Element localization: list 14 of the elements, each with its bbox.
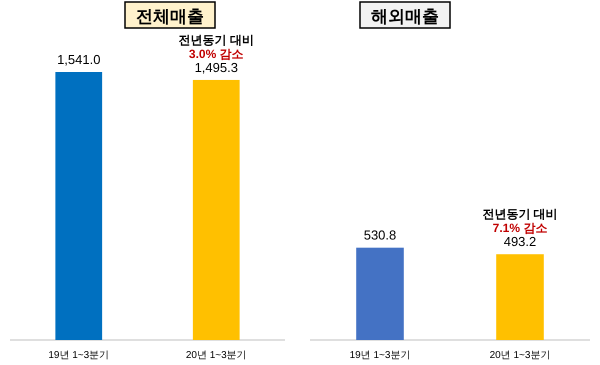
data-label: 1,541.0: [57, 52, 100, 67]
x-tick-label: 19년 1~3분기: [48, 350, 110, 361]
data-label: 493.2: [504, 234, 536, 250]
x-tick-label: 19년 1~3분기: [350, 350, 410, 361]
text: 3.0% 감소: [188, 46, 244, 61]
x-tick-label: 20년 1~3분기: [490, 350, 550, 361]
text: 7.1% 감소: [492, 221, 548, 236]
x-tick-label: 20년 1~3분기: [186, 350, 247, 361]
chart-title: 전체매출: [136, 7, 204, 26]
text: 전년동기 대비: [482, 207, 558, 222]
chart-title: 해외매출: [371, 7, 439, 26]
data-label: 1,495.3: [194, 60, 238, 75]
data-label: 530.8: [364, 228, 396, 243]
text: 전년동기 대비: [178, 32, 254, 47]
